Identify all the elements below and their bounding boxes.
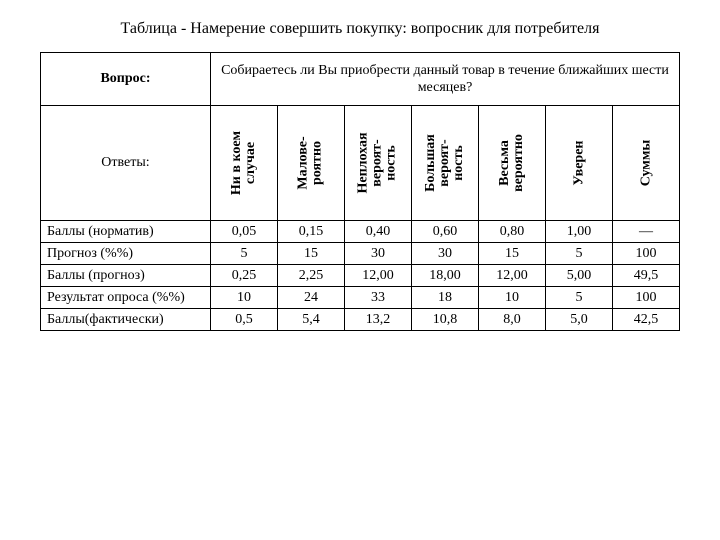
- cell: 12,00: [345, 265, 412, 287]
- table-row: Баллы (прогноз)0,252,2512,0018,0012,005,…: [41, 265, 680, 287]
- row-label: Баллы(фактически): [41, 309, 211, 331]
- cell: 49,5: [613, 265, 680, 287]
- survey-table: Вопрос: Собираетесь ли Вы приобрести дан…: [40, 52, 680, 331]
- cell: 5: [211, 243, 278, 265]
- row-label: Прогноз (%%): [41, 243, 211, 265]
- row-label: Результат опроса (%%): [41, 287, 211, 309]
- answer-header-row: Ответы: Ни в коемслучае Малове-роятно Не…: [41, 106, 680, 221]
- table-row: Прогноз (%%)5153030155100: [41, 243, 680, 265]
- cell: 5,0: [546, 309, 613, 331]
- cell: 0,80: [479, 221, 546, 243]
- cell: 33: [345, 287, 412, 309]
- cell: 5,00: [546, 265, 613, 287]
- cell: —: [613, 221, 680, 243]
- table-row: Баллы (норматив)0,050,150,400,600,801,00…: [41, 221, 680, 243]
- cell: 10: [211, 287, 278, 309]
- cell: 1,00: [546, 221, 613, 243]
- cell: 5: [546, 243, 613, 265]
- cell: 0,25: [211, 265, 278, 287]
- cell: 30: [412, 243, 479, 265]
- cell: 0,5: [211, 309, 278, 331]
- answer-col-2: Неплохаявероят-ность: [345, 106, 412, 221]
- cell: 10,8: [412, 309, 479, 331]
- header-sub-question: Собираетесь ли Вы приобрести данный това…: [211, 53, 680, 106]
- cell: 5,4: [278, 309, 345, 331]
- table-title: Таблица - Намерение совершить покупку: в…: [40, 20, 680, 38]
- cell: 0,40: [345, 221, 412, 243]
- answer-col-0: Ни в коемслучае: [211, 106, 278, 221]
- answer-col-4: Весьмавероятно: [479, 106, 546, 221]
- row-label: Баллы (прогноз): [41, 265, 211, 287]
- cell: 0,15: [278, 221, 345, 243]
- header-question-label: Вопрос:: [41, 53, 211, 106]
- answer-col-1: Малове-роятно: [278, 106, 345, 221]
- cell: 42,5: [613, 309, 680, 331]
- cell: 18,00: [412, 265, 479, 287]
- answer-col-6: Суммы: [613, 106, 680, 221]
- cell: 0,05: [211, 221, 278, 243]
- cell: 15: [278, 243, 345, 265]
- cell: 18: [412, 287, 479, 309]
- cell: 10: [479, 287, 546, 309]
- cell: 0,60: [412, 221, 479, 243]
- cell: 5: [546, 287, 613, 309]
- cell: 100: [613, 243, 680, 265]
- table-body: Баллы (норматив)0,050,150,400,600,801,00…: [41, 221, 680, 331]
- table-row: Результат опроса (%%)10243318105100: [41, 287, 680, 309]
- header-answers-label: Ответы:: [41, 106, 211, 221]
- table-row: Баллы(фактически)0,55,413,210,88,05,042,…: [41, 309, 680, 331]
- page: Таблица - Намерение совершить покупку: в…: [0, 0, 720, 331]
- cell: 2,25: [278, 265, 345, 287]
- answer-col-3: Большаявероят-ность: [412, 106, 479, 221]
- cell: 13,2: [345, 309, 412, 331]
- cell: 15: [479, 243, 546, 265]
- row-label: Баллы (норматив): [41, 221, 211, 243]
- cell: 30: [345, 243, 412, 265]
- cell: 100: [613, 287, 680, 309]
- cell: 24: [278, 287, 345, 309]
- cell: 12,00: [479, 265, 546, 287]
- cell: 8,0: [479, 309, 546, 331]
- answer-col-5: Уверен: [546, 106, 613, 221]
